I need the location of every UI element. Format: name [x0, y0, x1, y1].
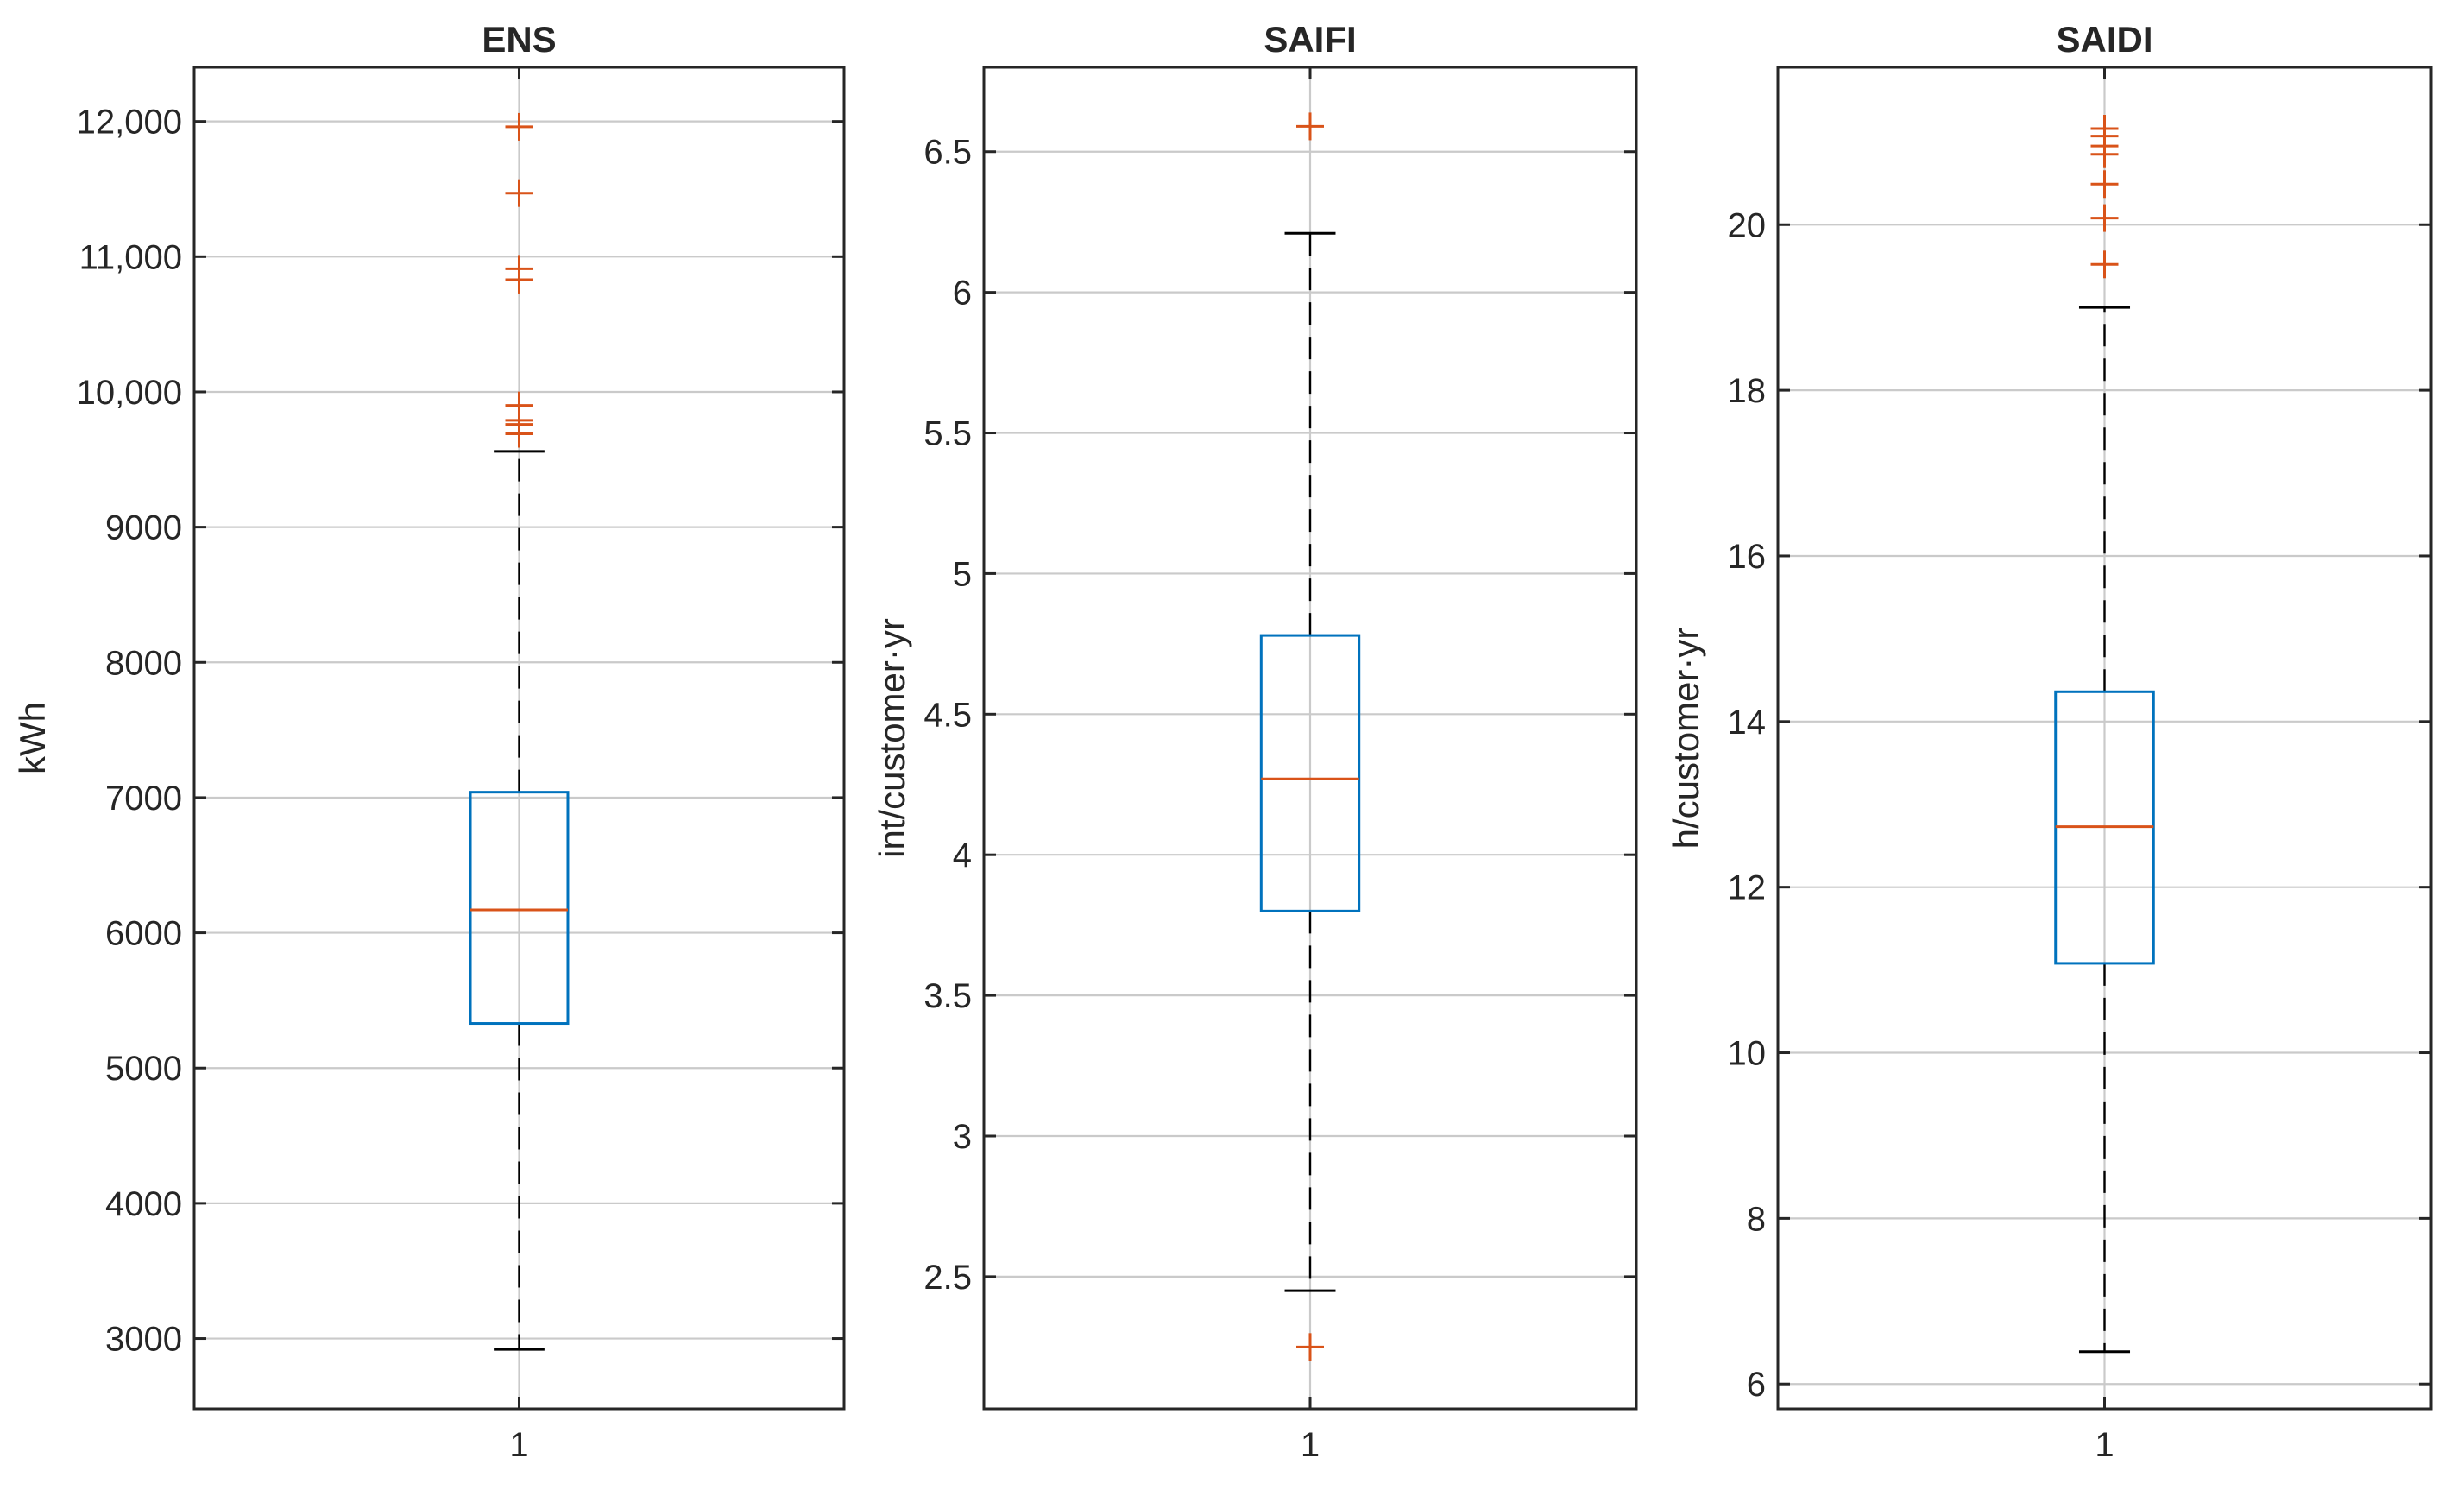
- y-axis-label: int/customer·yr: [872, 618, 912, 858]
- y-tick-label: 3.5: [923, 977, 972, 1015]
- y-tick-label: 5.5: [923, 415, 972, 453]
- y-tick-label: 10: [1728, 1035, 1767, 1073]
- x-tick-label: 1: [1301, 1426, 1320, 1464]
- box-iqr: [1259, 634, 1361, 912]
- y-tick-label: 6000: [105, 915, 182, 953]
- plot-title: SAIDI: [2056, 19, 2152, 60]
- plot-title: SAIFI: [1264, 19, 1356, 60]
- outlier-marker: [1296, 1333, 1324, 1361]
- y-tick-label: 10,000: [77, 374, 182, 412]
- outlier-marker: [505, 112, 533, 141]
- y-tick-label: 4.5: [923, 696, 972, 734]
- outlier-marker: [505, 391, 533, 420]
- y-tick-label: 2.5: [923, 1259, 972, 1297]
- panel-ens: 3000 4000 5000 6000 7000 8000 9000 10,000 11,000…: [12, 19, 846, 1464]
- outlier-marker: [2090, 250, 2119, 279]
- y-tick-label: 11,000: [79, 238, 182, 276]
- y-tick-label: 12: [1728, 869, 1767, 907]
- y-tick-label: 16: [1728, 538, 1767, 576]
- y-tick-label: 6.5: [923, 134, 972, 172]
- box-iqr: [469, 791, 570, 1026]
- outlier-marker: [505, 179, 533, 207]
- outlier-marker: [2090, 170, 2119, 199]
- plot-title: ENS: [482, 19, 556, 60]
- y-tick-label: 12,000: [77, 104, 182, 142]
- y-tick-label: 5: [953, 555, 972, 593]
- y-tick-label: 7000: [105, 780, 182, 818]
- outlier-marker: [2090, 114, 2119, 142]
- outlier-marker: [2090, 204, 2119, 232]
- y-axis-label: h/customer·yr: [1666, 628, 1706, 849]
- y-tick-label: 14: [1728, 704, 1767, 742]
- y-tick-label: 5000: [105, 1050, 182, 1088]
- y-axis-label: kWh: [12, 702, 53, 774]
- y-tick-label: 4: [953, 837, 972, 874]
- panel-saifi: 2.5 3 3.5 4 4.5 5 5.5 6 6.5 1 SAIFI int/customer·yr: [872, 19, 1638, 1464]
- y-tick-label: 20: [1728, 206, 1767, 244]
- y-tick-label: 4000: [105, 1185, 182, 1223]
- panel-saidi: 6 8 10 12 14 16 18 20 1 SAIDI h/customer·yr: [1666, 19, 2433, 1464]
- outlier-marker: [505, 255, 533, 283]
- y-tick-label: 18: [1728, 372, 1767, 410]
- y-tick-label: 8: [1747, 1200, 1766, 1238]
- x-tick-label: 1: [2095, 1426, 2114, 1464]
- outlier-marker: [1296, 112, 1324, 141]
- x-tick-label: 1: [509, 1426, 528, 1464]
- y-tick-label: 9000: [105, 509, 182, 547]
- y-tick-label: 3000: [105, 1321, 182, 1359]
- y-tick-label: 6: [1747, 1366, 1766, 1404]
- y-tick-label: 3: [953, 1118, 972, 1156]
- y-tick-label: 6: [953, 275, 972, 313]
- y-tick-label: 8000: [105, 644, 182, 682]
